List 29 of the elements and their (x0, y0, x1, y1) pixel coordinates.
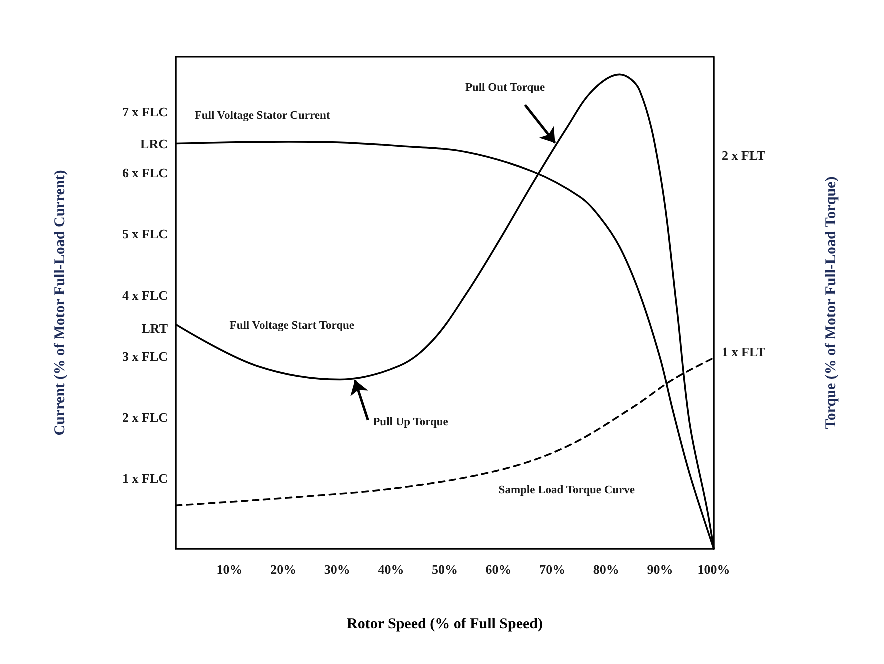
x-tick-label: 90% (647, 562, 674, 577)
y2-axis-title: Torque (% of Motor Full-Load Torque) (824, 176, 840, 430)
annotation: Pull Out Torque (465, 82, 546, 94)
x-tick-label: 30% (324, 562, 350, 577)
series-label: Full Voltage Start Torque (230, 320, 355, 332)
y2-tick-label: 1 x FLT (722, 344, 766, 360)
x-tick-label: 40% (378, 562, 404, 577)
y-tick-label: LRC (140, 136, 168, 152)
annotation: Pull Up Torque (373, 416, 448, 428)
series-label: Sample Load Torque Curve (498, 484, 636, 496)
x-axis-title: Rotor Speed (% of Full Speed) (347, 616, 543, 632)
y-tick-label: 2 x FLC (122, 410, 168, 426)
x-tick-label: 20% (270, 562, 297, 577)
y-tick-label: 3 x FLC (122, 348, 168, 364)
y-tick-label: 6 x FLC (122, 166, 168, 181)
y-axis-title: Current (% of Motor Full-Load Current) (52, 170, 68, 436)
x-tick-label: 50% (432, 562, 458, 577)
y-tick-label: 4 x FLC (122, 288, 168, 303)
x-tick-label: 100% (698, 562, 730, 577)
y-tick-label: 5 x FLC (122, 226, 168, 242)
x-tick-label: 10% (216, 562, 243, 577)
x-tick-label: 70% (540, 562, 566, 577)
y2-tick-label: 2 x FLT (722, 148, 766, 163)
y-tick-label: 1 x FLC (122, 471, 168, 486)
y-tick-label: LRT (142, 320, 168, 336)
x-tick-label: 80% (593, 562, 620, 577)
series-label: Full Voltage Stator Current (194, 110, 330, 122)
y-tick-label: 7 x FLC (122, 104, 168, 120)
x-tick-label: 60% (486, 562, 512, 577)
